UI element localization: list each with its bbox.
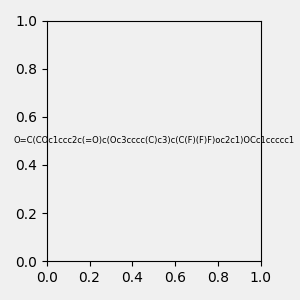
Text: O=C(COc1ccc2c(=O)c(Oc3cccc(C)c3)c(C(F)(F)F)oc2c1)OCc1ccccc1: O=C(COc1ccc2c(=O)c(Oc3cccc(C)c3)c(C(F)(F… — [13, 136, 294, 146]
